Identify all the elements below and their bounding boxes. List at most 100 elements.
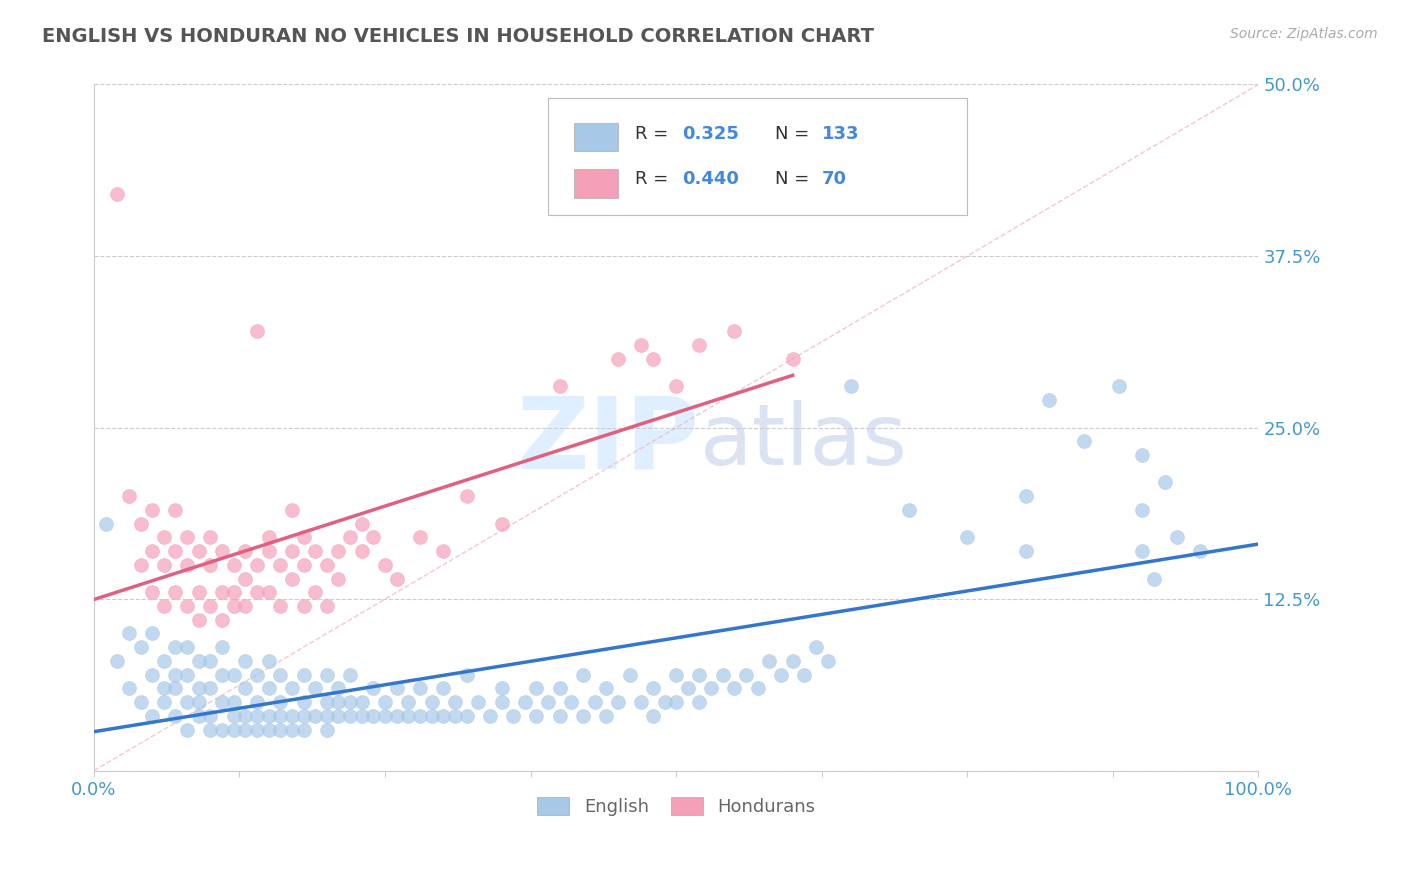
Point [1038, 393, 1060, 408]
Point [129, 640, 152, 655]
Point [118, 489, 141, 503]
Point [129, 695, 152, 709]
Point [165, 708, 187, 723]
Point [292, 530, 315, 544]
Text: Source: ZipAtlas.com: Source: ZipAtlas.com [1230, 27, 1378, 41]
Point [165, 681, 187, 696]
Point [187, 654, 209, 668]
Text: N =: N = [775, 170, 815, 188]
Point [222, 695, 245, 709]
Point [1189, 544, 1212, 558]
Point [444, 708, 467, 723]
Point [222, 558, 245, 572]
Point [374, 558, 396, 572]
Point [281, 723, 304, 737]
Point [782, 654, 804, 668]
Point [456, 708, 478, 723]
Point [187, 544, 209, 558]
Point [246, 667, 269, 681]
Point [560, 695, 582, 709]
Point [723, 325, 745, 339]
Point [141, 708, 163, 723]
Point [328, 572, 350, 586]
Point [1014, 544, 1036, 558]
Point [187, 613, 209, 627]
Point [526, 708, 548, 723]
Point [350, 708, 373, 723]
Point [233, 708, 256, 723]
Bar [574, 122, 619, 152]
Point [432, 708, 454, 723]
Point [246, 558, 269, 572]
Point [839, 379, 862, 393]
Point [176, 599, 198, 613]
Point [153, 530, 176, 544]
Point [526, 681, 548, 696]
Point [641, 681, 664, 696]
Point [233, 572, 256, 586]
Point [141, 585, 163, 599]
Point [269, 723, 291, 737]
Point [396, 695, 419, 709]
Point [595, 681, 617, 696]
Point [456, 489, 478, 503]
Point [165, 544, 187, 558]
Point [654, 695, 676, 709]
Point [898, 503, 921, 517]
Point [292, 599, 315, 613]
Point [257, 681, 280, 696]
Point [630, 695, 652, 709]
Point [420, 695, 443, 709]
Point [328, 681, 350, 696]
Point [292, 695, 315, 709]
Point [641, 708, 664, 723]
Point [432, 544, 454, 558]
Point [246, 325, 269, 339]
Point [1154, 475, 1177, 490]
Point [409, 530, 432, 544]
Point [350, 695, 373, 709]
Point [432, 681, 454, 696]
Point [758, 654, 780, 668]
Text: ZIP: ZIP [516, 392, 700, 490]
Point [222, 723, 245, 737]
Point [304, 681, 326, 696]
Point [141, 544, 163, 558]
Point [94, 516, 117, 531]
Point [153, 558, 176, 572]
Point [374, 695, 396, 709]
Point [187, 585, 209, 599]
Point [187, 708, 209, 723]
Point [315, 599, 337, 613]
Point [281, 544, 304, 558]
Point [665, 667, 688, 681]
Point [735, 667, 758, 681]
Text: 70: 70 [821, 170, 846, 188]
Text: atlas: atlas [700, 400, 907, 483]
Point [537, 695, 560, 709]
Point [233, 723, 256, 737]
Point [315, 558, 337, 572]
Point [409, 681, 432, 696]
Point [165, 585, 187, 599]
Point [165, 503, 187, 517]
Point [328, 695, 350, 709]
Point [211, 640, 233, 655]
Point [793, 667, 815, 681]
Point [817, 654, 839, 668]
Point [1130, 544, 1153, 558]
Point [187, 681, 209, 696]
Point [257, 585, 280, 599]
Point [118, 681, 141, 696]
Point [257, 654, 280, 668]
Point [769, 667, 792, 681]
Point [700, 681, 723, 696]
Point [420, 708, 443, 723]
Point [1130, 503, 1153, 517]
Text: 0.325: 0.325 [682, 125, 740, 143]
Point [176, 558, 198, 572]
Point [363, 708, 385, 723]
Point [141, 626, 163, 640]
Text: N =: N = [775, 125, 815, 143]
Point [315, 708, 337, 723]
